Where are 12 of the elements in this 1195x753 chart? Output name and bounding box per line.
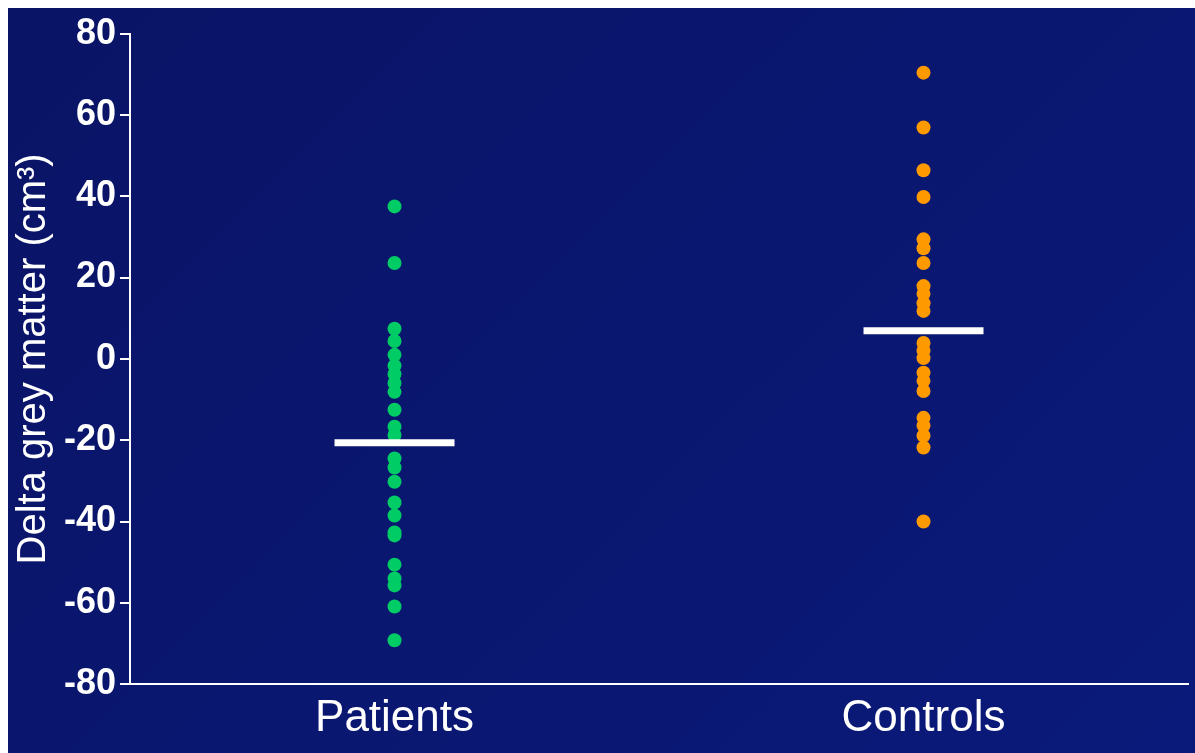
x-tick-label: Controls	[841, 690, 1006, 740]
y-tick-label: -40	[64, 498, 117, 540]
y-axis-title: Delta grey matter (cm³)	[9, 153, 54, 565]
y-tick-label: 20	[75, 254, 117, 296]
y-tick-label: -20	[64, 417, 117, 459]
x-tick-label: Patients	[315, 690, 475, 740]
y-tick-label: 40	[75, 173, 117, 215]
y-tick-label: 80	[75, 10, 117, 52]
y-tick-label: -80	[64, 661, 117, 703]
y-tick-label: -60	[64, 579, 117, 621]
y-tick-label: 0	[96, 335, 117, 377]
y-tick-label: 60	[75, 91, 117, 133]
